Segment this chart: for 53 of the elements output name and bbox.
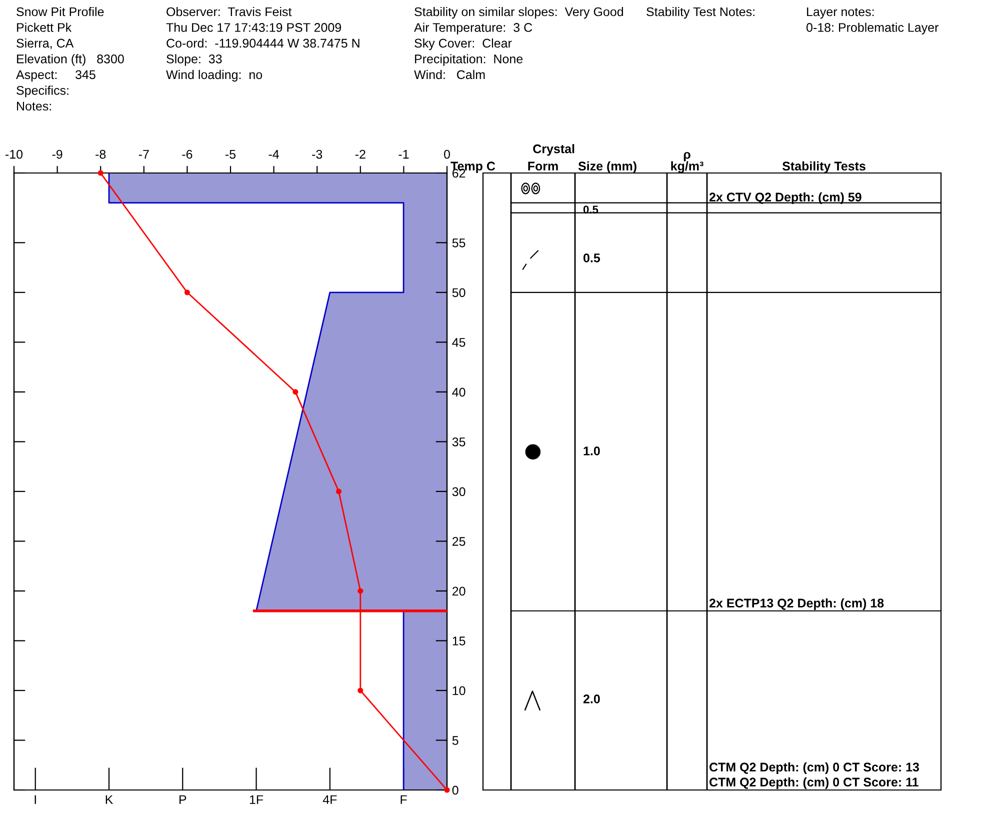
category-label: Size (mm) bbox=[578, 161, 636, 173]
x-tick-label: -3 bbox=[312, 150, 322, 159]
text: CTM Q2 Depth: (cm) 0 CT Score: 13 bbox=[710, 762, 919, 774]
text: 1.0 bbox=[584, 446, 600, 456]
point bbox=[358, 688, 364, 694]
x-tick-label: -1 bbox=[398, 150, 409, 159]
x-tick-label: -5 bbox=[226, 150, 236, 159]
point bbox=[98, 170, 104, 176]
x-tick-label: -9 bbox=[52, 150, 62, 159]
x-tick-label: 1F bbox=[250, 795, 264, 804]
y-tick-label: 40 bbox=[452, 388, 466, 397]
text: 2.0 bbox=[583, 694, 600, 704]
y-tick-label: 15 bbox=[452, 636, 466, 646]
x-tick-label: -10 bbox=[6, 150, 23, 159]
y-tick-label: 55 bbox=[452, 238, 466, 248]
y-tick-label: 5 bbox=[452, 736, 458, 745]
x-tick-label: -8 bbox=[96, 150, 106, 159]
y-tick-label: 50 bbox=[452, 288, 466, 298]
text: 2x CTV Q2 Depth: (cm) 59 bbox=[709, 192, 862, 204]
text: Layer notes: 0-18: Problematic Layer bbox=[806, 7, 938, 34]
x-tick-label: K bbox=[106, 795, 114, 804]
point bbox=[444, 787, 450, 793]
x-tick-label: I bbox=[34, 795, 36, 804]
text: CTM Q2 Depth: (cm) 0 CT Score: 11 bbox=[710, 777, 918, 789]
point bbox=[184, 290, 190, 296]
y-tick-label: 10 bbox=[452, 686, 466, 696]
text: Stability on similar slopes: Very Good Air Temperature: 3 C Sky Cover: Clear Precipitation: None Wind: Calm bbox=[414, 7, 624, 80]
x-tick-label: 4F bbox=[322, 795, 337, 804]
y-tick-label: 35 bbox=[452, 437, 466, 446]
x-tick-label: -6 bbox=[182, 150, 192, 159]
y-tick-label: 25 bbox=[452, 537, 466, 546]
y-tick-label: 0 bbox=[452, 786, 458, 795]
category-label: ρ kg/m³ bbox=[671, 152, 704, 173]
category-label: Stability Tests bbox=[782, 161, 866, 173]
point bbox=[358, 588, 364, 594]
x-tick-label: -4 bbox=[268, 150, 279, 159]
text: 2x ECTP13 Q2 Depth: (cm) 18 bbox=[709, 598, 884, 610]
text: Snow Pit Profile Pickett Pk Sierra, CA Elevation (ft) 8300 Aspect: 345 Specifics: Notes: bbox=[16, 7, 124, 111]
x-tick-label: -2 bbox=[355, 150, 366, 159]
x-tick-label: F bbox=[400, 795, 407, 804]
y-tick-label: 45 bbox=[452, 338, 466, 347]
y-tick-label: 20 bbox=[452, 586, 466, 596]
text: Stability Test Notes: bbox=[646, 7, 754, 19]
x-tick-label: P bbox=[179, 795, 186, 804]
text: 0.5 bbox=[583, 254, 600, 262]
point bbox=[336, 488, 342, 494]
text: Crystal bbox=[533, 144, 574, 156]
x-tick-label: -7 bbox=[138, 150, 149, 159]
text: Observer: Travis Feist Thu Dec 17 17:43:19 PST 2009 Co-ord: -119.904444 W 38.7475 N Slope: 33 Wind loading: no bbox=[166, 7, 360, 82]
x-tick-label: 0 bbox=[444, 150, 450, 159]
category-label: Form bbox=[528, 162, 558, 171]
point bbox=[292, 389, 298, 395]
y-tick-label: 30 bbox=[452, 487, 466, 496]
